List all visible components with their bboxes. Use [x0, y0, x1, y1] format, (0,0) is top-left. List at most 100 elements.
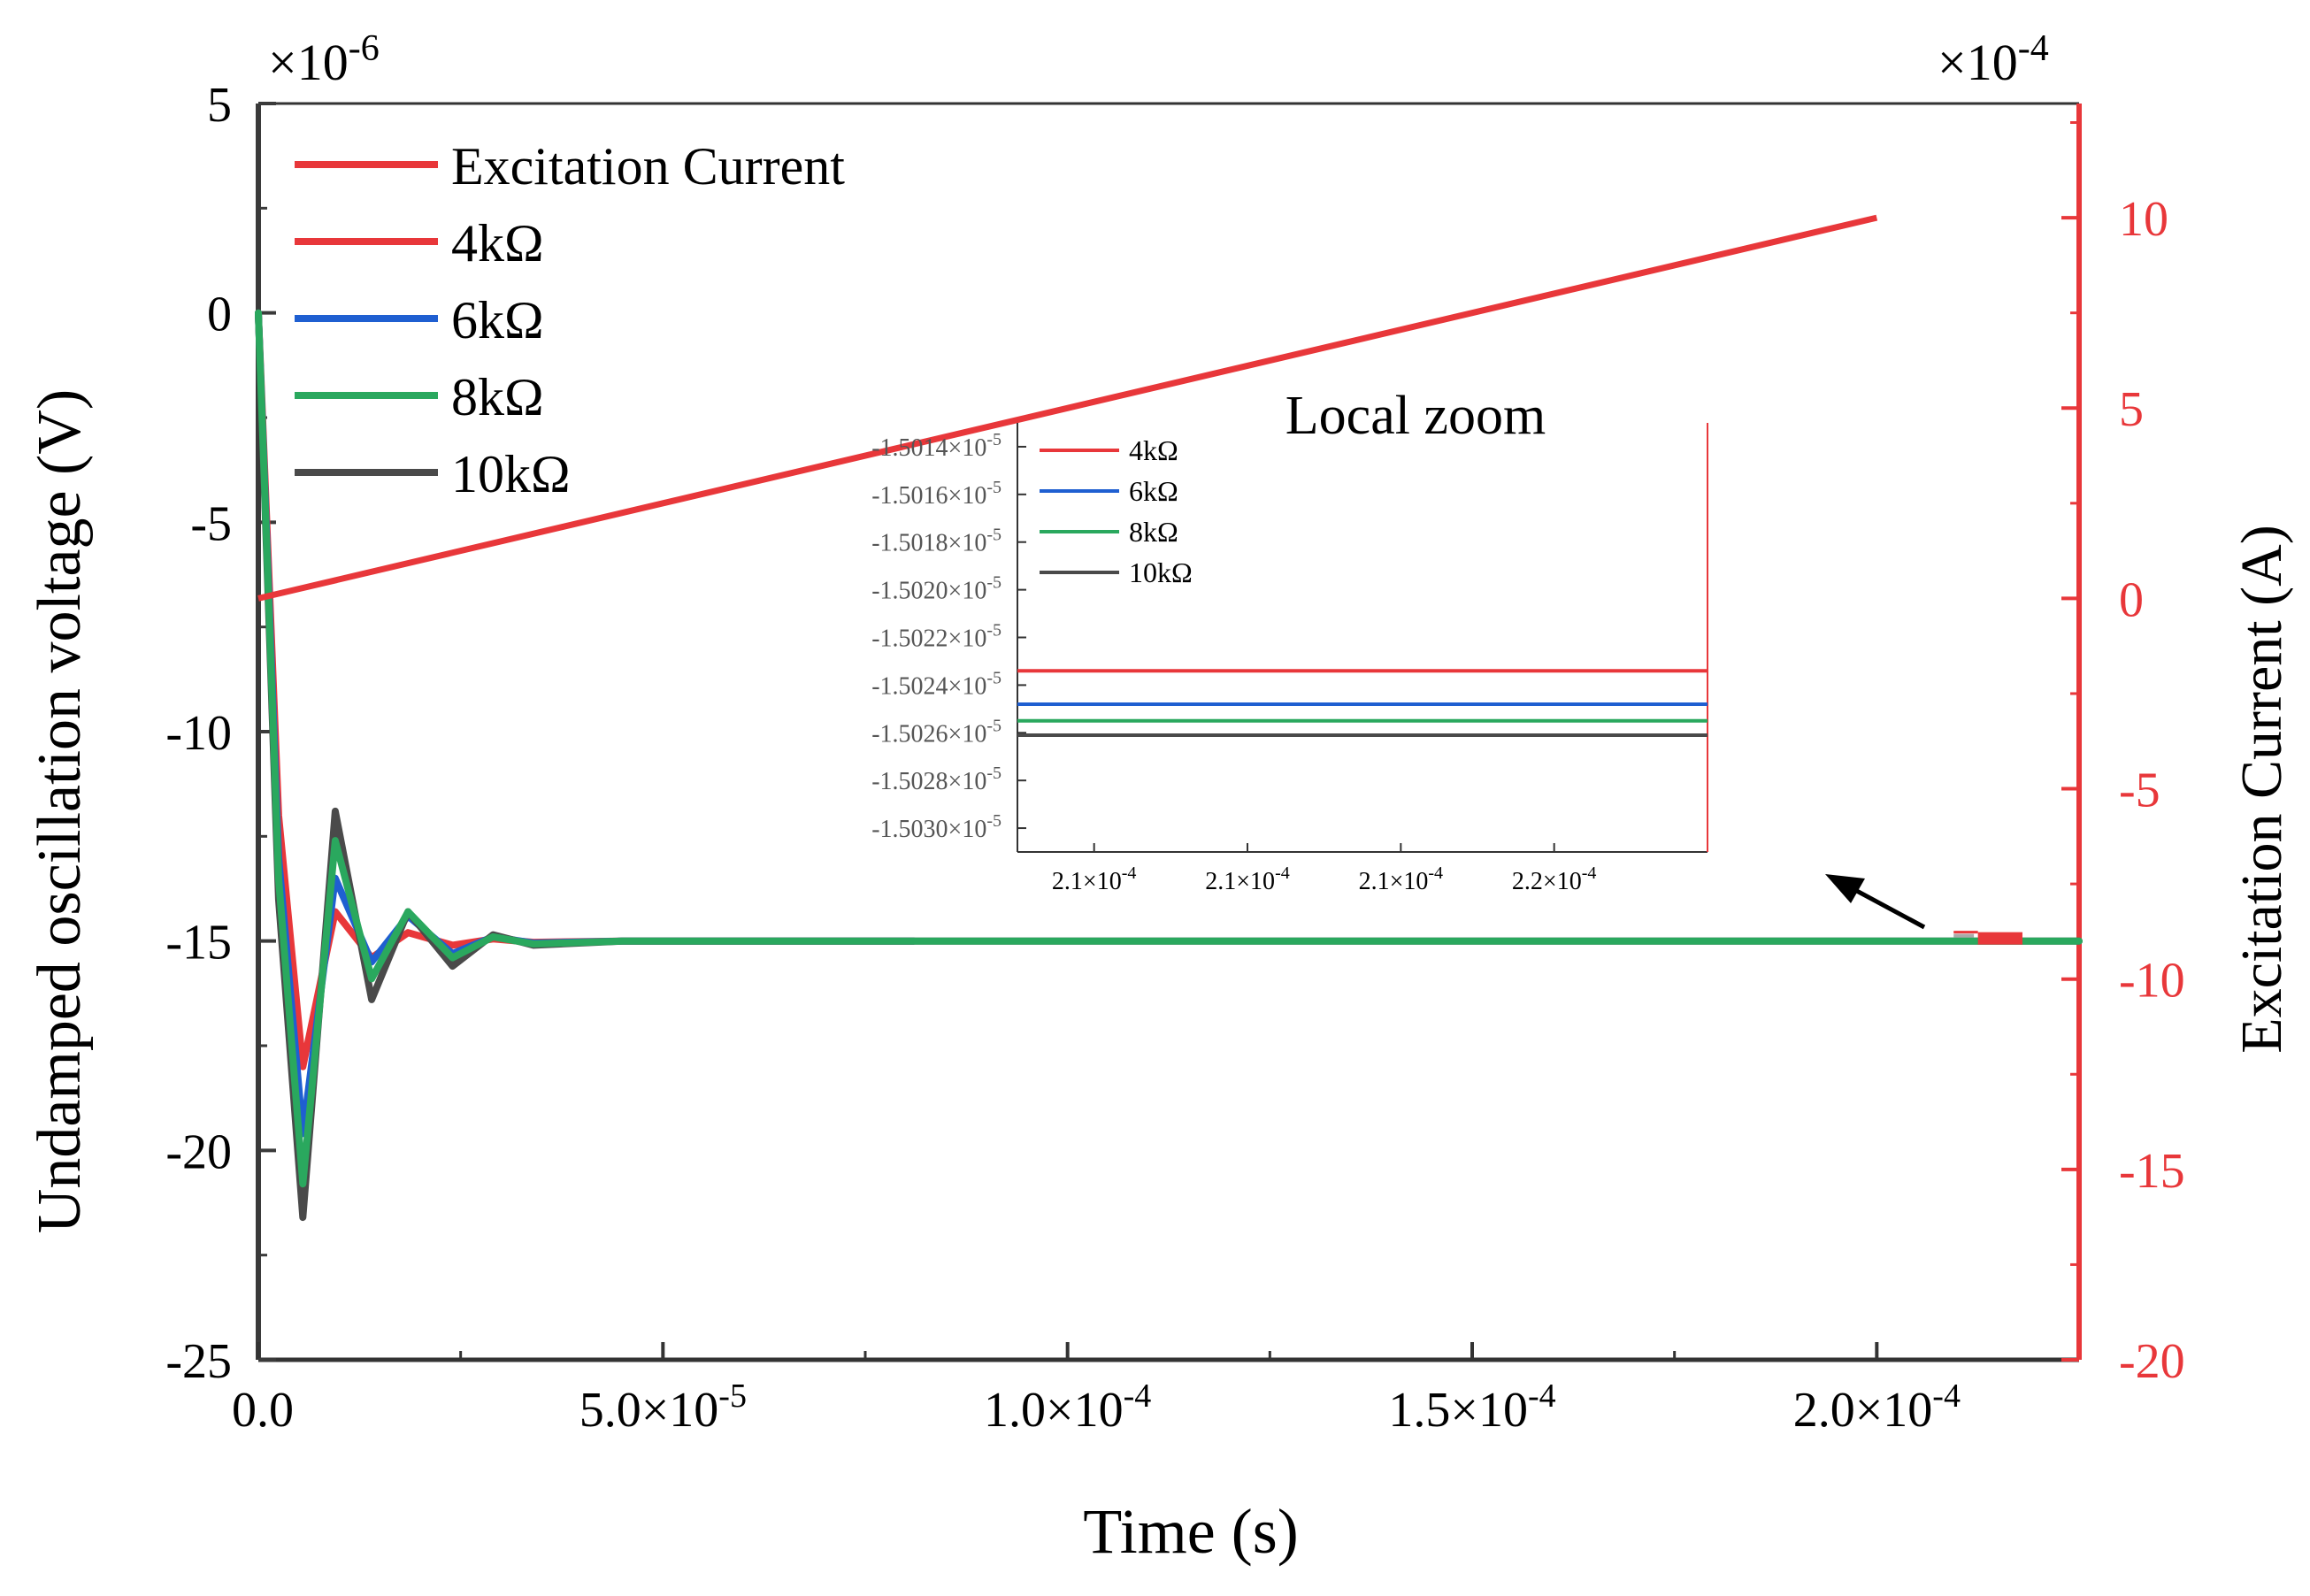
legend-label: 8kΩ	[451, 368, 544, 426]
inset-x-tick-label-mantissa: 2.1×10	[1359, 868, 1429, 895]
legend-label: 4kΩ	[451, 214, 544, 272]
legend-label: Excitation Current	[451, 137, 845, 196]
main-axes: 0.0 5.0×10-5 1.0×10-4 1.5×10-4 2.0×10-450-5-…	[26, 28, 2294, 1567]
right-y-axis-title: Excitation Current (A)	[2229, 525, 2294, 1053]
zoom-arrow-head	[1825, 874, 1865, 903]
left-multiplier-base: ×10	[268, 34, 349, 91]
left-multiplier-exponent: -6	[349, 28, 380, 69]
x-tick-label-mantissa: 1.5×10	[1388, 1383, 1528, 1438]
inset-y-tick-label-exponent: -5	[986, 430, 1002, 449]
right-y-tick-label: 0	[2119, 572, 2144, 627]
inset-y-tick-label-exponent: -5	[986, 526, 1002, 545]
right-axis-multiplier: ×10-4	[1938, 28, 2049, 91]
inset-y-tick-label-mantissa: -1.5020×10	[871, 578, 986, 605]
inset-y-tick-label: -1.5020×10-5	[871, 573, 1002, 605]
left-y-tick-label: -25	[165, 1334, 232, 1389]
inset-y-tick-label: -1.5028×10-5	[871, 763, 1002, 795]
inset-y-tick-label: -1.5014×10-5	[871, 430, 1002, 462]
inset-title: Local zoom	[1285, 386, 1546, 446]
inset-x-tick-label: 2.1×10-4	[1359, 863, 1443, 895]
inset-y-tick-label-mantissa: -1.5026×10	[871, 720, 986, 748]
inset-y-tick-label: -1.5016×10-5	[871, 478, 1002, 510]
inset-x-tick-label: 2.1×10-4	[1052, 863, 1136, 895]
right-y-tick-label: -10	[2119, 954, 2185, 1009]
series-line-6kΩ	[255, 309, 917, 1138]
inset-legend-label: 4kΩ	[1129, 434, 1178, 466]
inset-y-tick-label-exponent: -5	[986, 573, 1002, 593]
main-legend: Excitation Current 4kΩ 6kΩ 8kΩ 10kΩ	[295, 137, 845, 503]
left-y-tick-label: 0	[207, 288, 232, 342]
inset-y-tick-label-mantissa: -1.5022×10	[871, 625, 986, 653]
left-y-tick-label: -10	[165, 706, 232, 761]
x-tick-label: 2.0×10-4	[1793, 1377, 1961, 1438]
inset-y-tick-label-exponent: -5	[986, 716, 1002, 735]
inset-y-tick-label: -1.5024×10-5	[871, 668, 1002, 700]
inset-x-tick-label-exponent: -4	[1275, 863, 1290, 883]
inset-legend-label: 6kΩ	[1129, 475, 1178, 507]
main-series	[255, 214, 2083, 1222]
inset-plot: Local zoom-1.5014×10-5-1.5016×10-5-1.501…	[871, 386, 1708, 895]
inset-y-tick-label-mantissa: -1.5024×10	[871, 672, 986, 700]
x-tick-label: 5.0×10-5	[579, 1377, 747, 1438]
inset-y-tick-label: -1.5018×10-5	[871, 526, 1002, 557]
right-y-tick-label: -5	[2119, 763, 2160, 818]
inset-background	[1017, 423, 1708, 852]
inset-y-tick-label-exponent: -5	[986, 621, 1002, 641]
x-tick-label: 1.0×10-4	[984, 1377, 1151, 1438]
x-axis-title: Time (s)	[1083, 1496, 1298, 1567]
legend-label: 10kΩ	[451, 445, 571, 503]
left-y-axis-title: Undamped oscillation voltage (V)	[26, 389, 94, 1233]
x-tick-label-exponent: -5	[718, 1377, 747, 1415]
inset-y-tick-label-exponent: -5	[986, 668, 1002, 687]
inset-x-tick-label-exponent: -4	[1428, 863, 1443, 883]
x-tick-label-exponent: -4	[1528, 1377, 1556, 1415]
zoom-arrow	[1825, 874, 1926, 930]
x-tick-label-mantissa: 2.0×10	[1793, 1383, 1933, 1438]
inset-y-tick-label: -1.5030×10-5	[871, 811, 1002, 843]
inset-y-tick-label: -1.5022×10-5	[871, 621, 1002, 653]
series-line-4kΩ	[255, 309, 917, 1070]
right-multiplier-base: ×10	[1938, 34, 2018, 91]
inset-x-tick-label-exponent: -4	[1122, 863, 1137, 883]
inset-y-tick-label: -1.5026×10-5	[871, 716, 1002, 748]
left-y-tick-label: 5	[207, 78, 232, 133]
series-line-8kΩ	[255, 309, 2083, 1188]
x-tick-label-exponent: -4	[1932, 1377, 1961, 1415]
legend-label: 6kΩ	[451, 291, 544, 349]
inset-legend-label: 10kΩ	[1129, 556, 1193, 588]
inset-y-tick-label-mantissa: -1.5018×10	[871, 530, 986, 557]
zoom-region-marker-red	[1977, 932, 2022, 945]
inset-x-tick-label-mantissa: 2.1×10	[1052, 868, 1122, 895]
inset-y-tick-label-mantissa: -1.5014×10	[871, 434, 986, 462]
right-y-tick-label: 5	[2119, 382, 2144, 437]
inset-legend-label: 8kΩ	[1129, 516, 1178, 548]
excitation-current-line	[257, 214, 1878, 602]
inset-x-tick-label-mantissa: 2.2×10	[1512, 868, 1582, 895]
inset-x-tick-label: 2.1×10-4	[1205, 863, 1289, 895]
inset-y-tick-label-mantissa: -1.5028×10	[871, 768, 986, 795]
inset-y-tick-label-mantissa: -1.5030×10	[871, 816, 986, 843]
inset-y-tick-label-exponent: -5	[986, 763, 1002, 783]
right-y-tick-label: -20	[2119, 1334, 2185, 1389]
x-tick-label-mantissa: 0.0	[232, 1383, 294, 1438]
inset-x-tick-label-exponent: -4	[1582, 863, 1597, 883]
zoom-arrow-shaft	[1852, 886, 1926, 930]
left-axis-multiplier: ×10-6	[268, 28, 380, 91]
right-y-tick-label: -15	[2119, 1144, 2185, 1199]
x-tick-label-mantissa: 1.0×10	[984, 1383, 1124, 1438]
left-y-tick-label: -15	[165, 916, 232, 971]
right-multiplier-exponent: -4	[2018, 28, 2049, 69]
x-tick-label: 0.0	[232, 1383, 294, 1438]
inset-y-tick-label-mantissa: -1.5016×10	[871, 482, 986, 510]
x-tick-label: 1.5×10-4	[1388, 1377, 1555, 1438]
inset-x-tick-label-mantissa: 2.1×10	[1205, 868, 1275, 895]
inset-x-tick-label: 2.2×10-4	[1512, 863, 1596, 895]
x-tick-label-mantissa: 5.0×10	[579, 1383, 719, 1438]
left-y-tick-label: -20	[165, 1124, 232, 1179]
inset-y-tick-label-exponent: -5	[986, 811, 1002, 831]
left-y-tick-label: -5	[190, 496, 232, 551]
x-tick-label-exponent: -4	[1124, 1377, 1152, 1415]
right-y-tick-label: 10	[2119, 192, 2168, 247]
inset-y-tick-label-exponent: -5	[986, 478, 1002, 497]
